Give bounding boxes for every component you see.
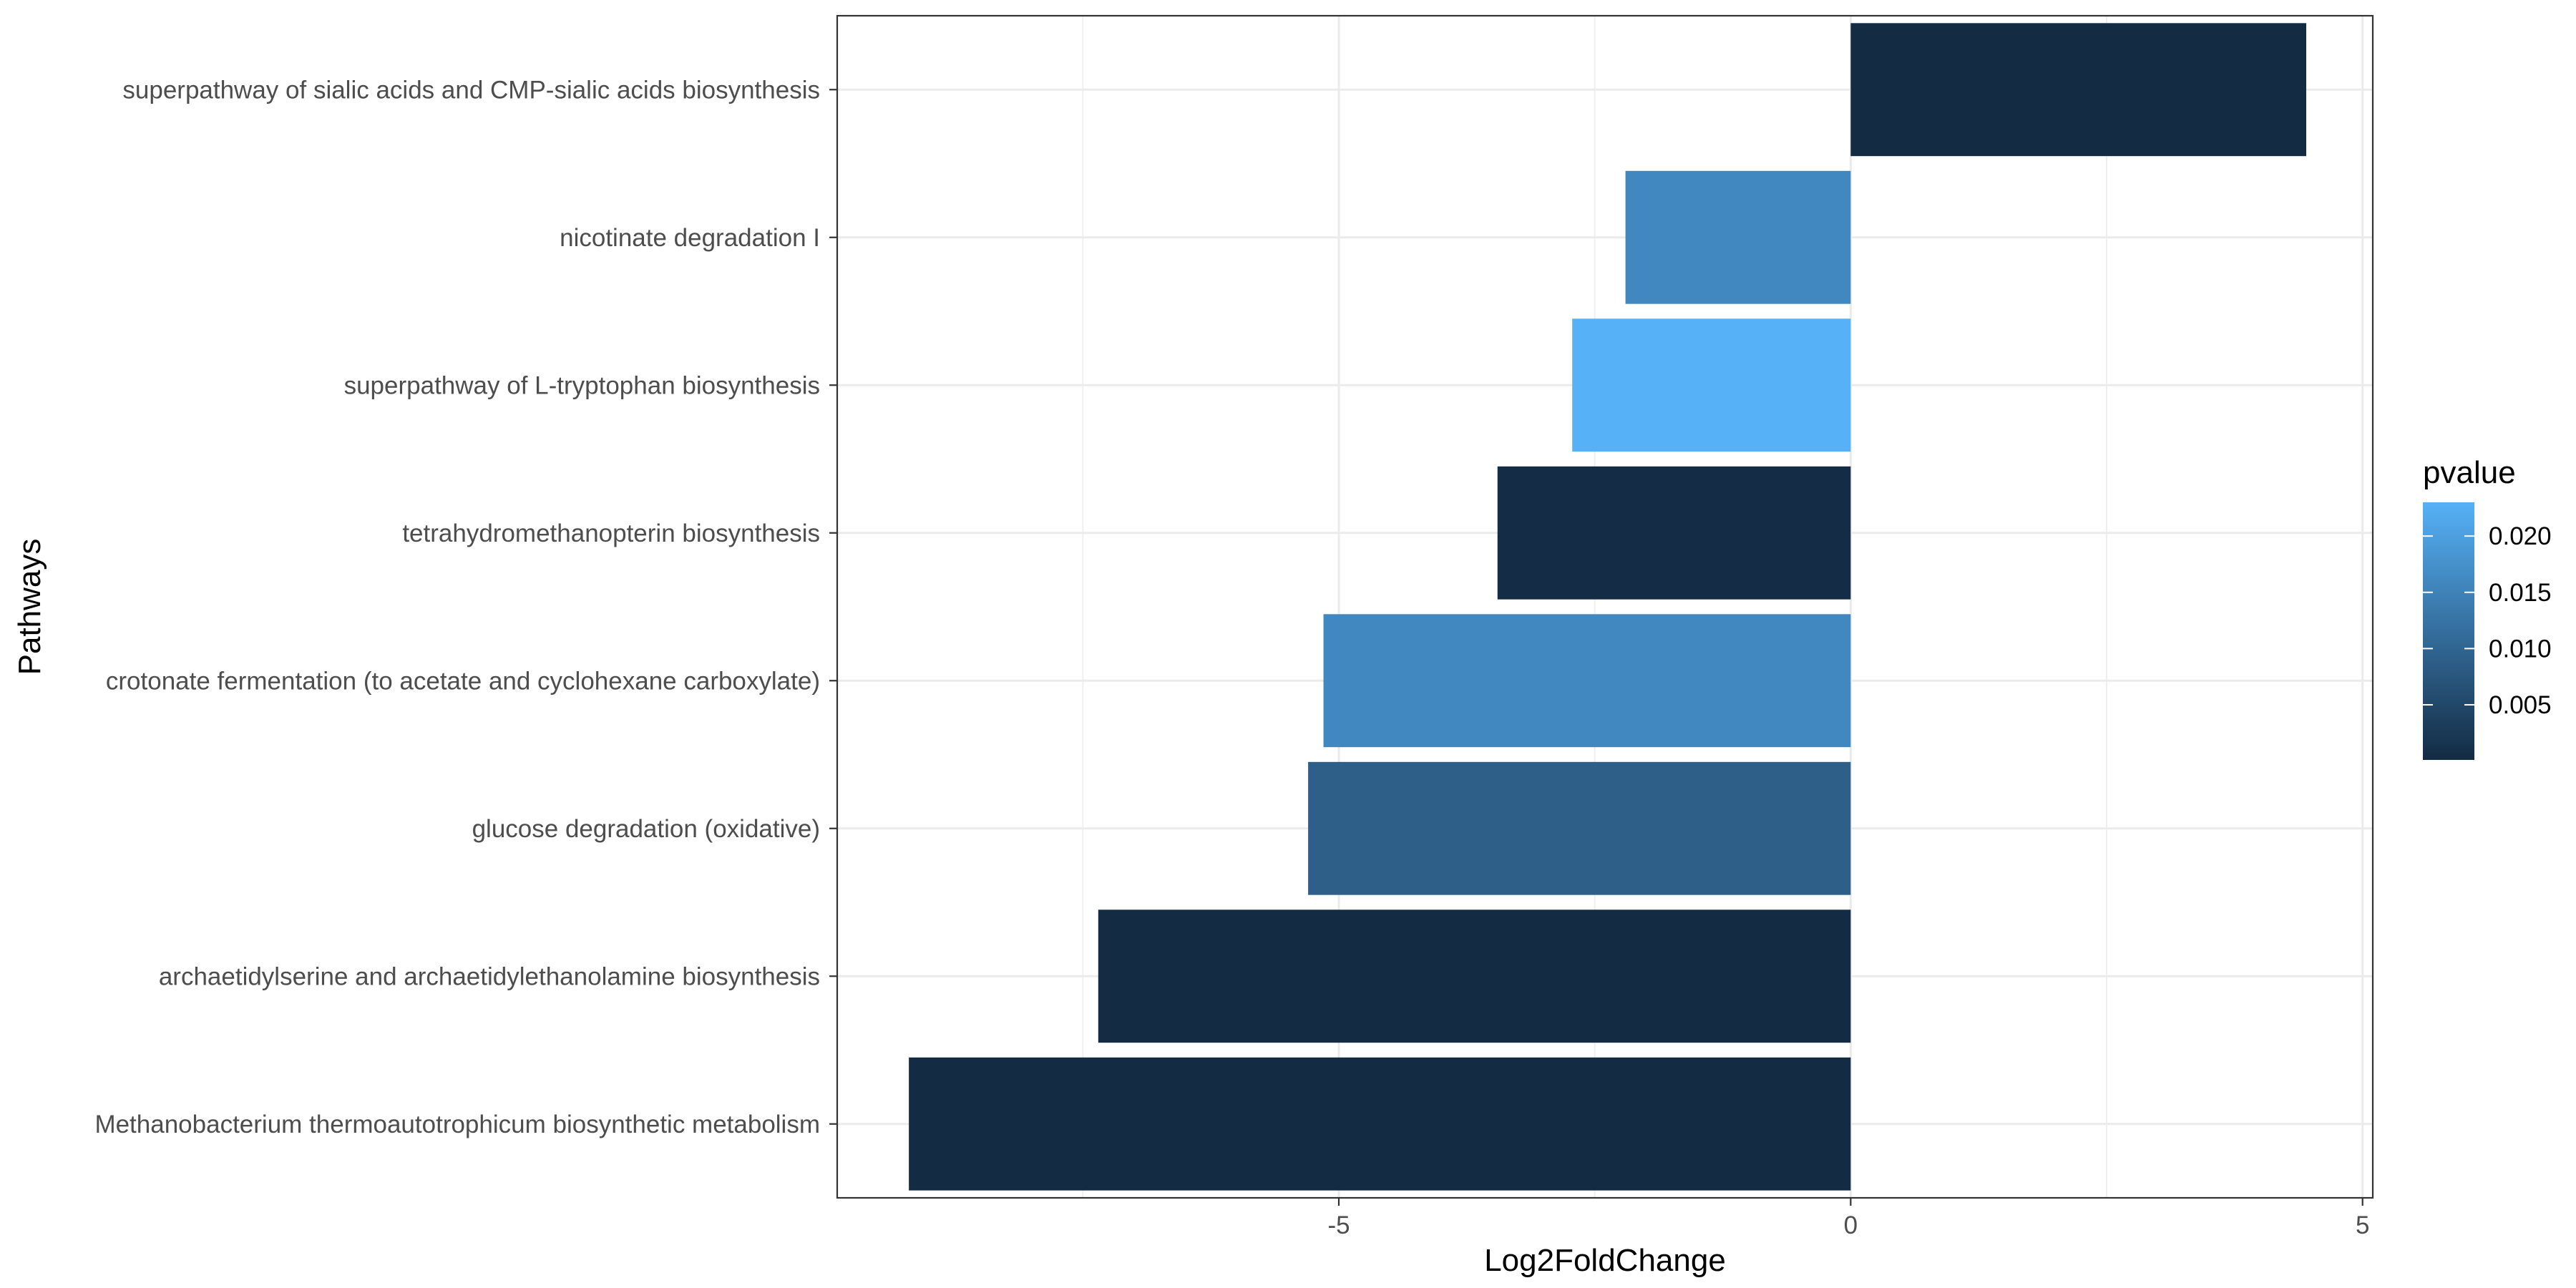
x-axis: -5 0 5 xyxy=(1327,1198,2369,1239)
legend-tick-label: 0.005 xyxy=(2489,691,2552,719)
y-tick-label: crotonate fermentation (to acetate and c… xyxy=(106,667,820,695)
legend-title: pvalue xyxy=(2423,455,2516,490)
y-tick-label: archaetidylserine and archaetidylethanol… xyxy=(159,962,820,990)
x-tick-label: -5 xyxy=(1327,1211,1350,1239)
bar xyxy=(1323,614,1851,748)
y-tick-label: superpathway of sialic acids and CMP-sia… xyxy=(122,76,820,104)
y-tick-label: superpathway of L-tryptophan biosynthesi… xyxy=(344,371,820,399)
bar xyxy=(1308,761,1851,895)
bar xyxy=(1497,466,1851,600)
y-axis-title: Pathways xyxy=(12,539,47,675)
y-tick-label: tetrahydromethanopterin biosynthesis xyxy=(402,519,820,547)
y-tick-label: nicotinate degradation I xyxy=(560,224,820,252)
x-axis-title: Log2FoldChange xyxy=(1484,1243,1726,1278)
y-tick-label: Methanobacterium thermoautotrophicum bio… xyxy=(94,1111,820,1138)
x-tick-label: 0 xyxy=(1844,1211,1858,1239)
bar xyxy=(909,1057,1851,1191)
bar xyxy=(1625,170,1851,304)
legend: pvalue 0.005 0.010 0.015 0.020 xyxy=(2423,455,2552,760)
y-tick-label: glucose degradation (oxidative) xyxy=(472,815,820,843)
legend-tick-label: 0.010 xyxy=(2489,635,2552,663)
legend-colorbar xyxy=(2423,502,2474,760)
legend-tick-label: 0.020 xyxy=(2489,522,2552,550)
y-axis: superpathway of sialic acids and CMP-sia… xyxy=(94,76,837,1138)
bar xyxy=(1572,318,1851,452)
bars xyxy=(909,23,2307,1191)
bar xyxy=(1850,23,2307,157)
plot-panel-border xyxy=(836,14,2374,1199)
bar xyxy=(1098,909,1851,1043)
x-tick-label: 5 xyxy=(2356,1211,2369,1239)
legend-tick-label: 0.015 xyxy=(2489,579,2552,607)
